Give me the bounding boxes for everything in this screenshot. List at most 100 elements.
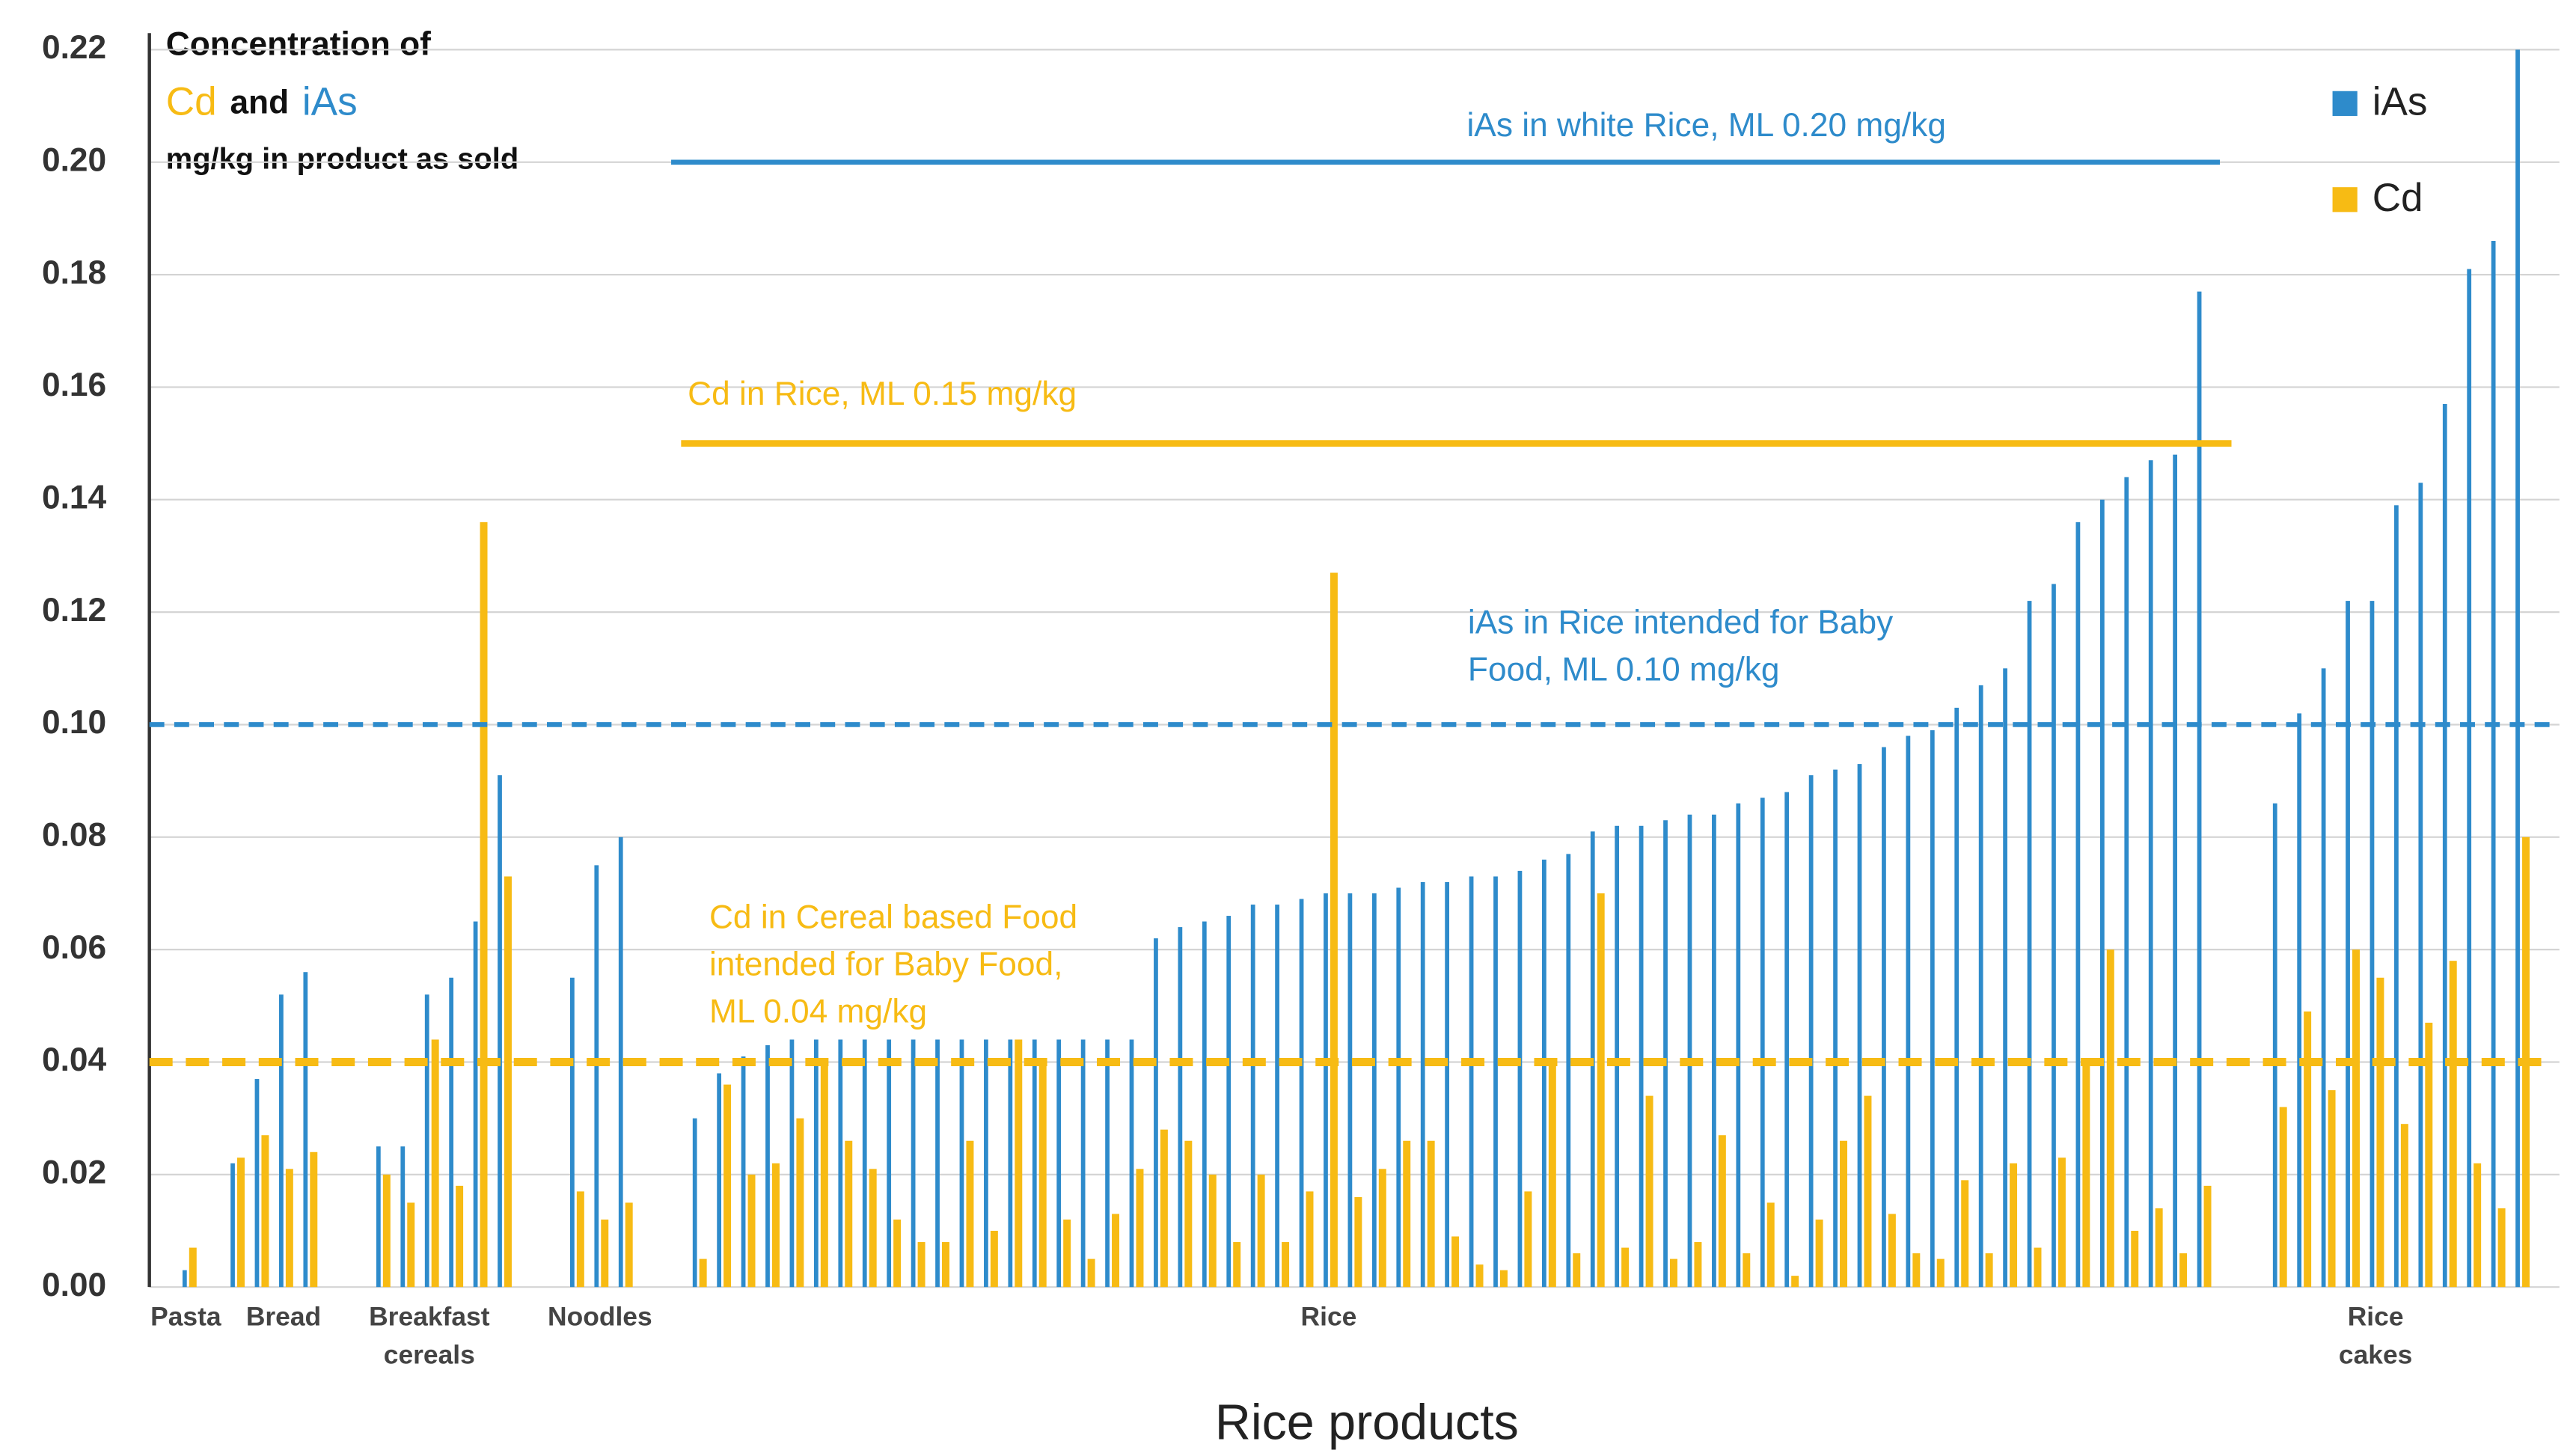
bar xyxy=(1743,1253,1751,1288)
bar xyxy=(1233,1242,1241,1288)
bar xyxy=(1154,938,1158,1288)
bar xyxy=(2148,460,2153,1288)
bar xyxy=(1330,572,1338,1288)
bar xyxy=(1378,1169,1386,1288)
bar xyxy=(959,1039,964,1288)
bar xyxy=(2034,1247,2042,1288)
bar xyxy=(2467,269,2472,1288)
bar xyxy=(261,1135,269,1288)
bar xyxy=(2425,1022,2433,1288)
bar xyxy=(601,1219,609,1288)
bar xyxy=(1760,798,1765,1288)
bar xyxy=(2321,668,2326,1288)
bar xyxy=(1063,1219,1071,1288)
bar xyxy=(2010,1163,2018,1288)
bar xyxy=(1882,747,1886,1288)
chart-title: Cd and iAs xyxy=(166,80,358,124)
bar xyxy=(771,1163,780,1288)
y-tick-label: 0.06 xyxy=(42,929,106,966)
bar xyxy=(2173,454,2178,1288)
bar xyxy=(2442,403,2447,1288)
bar xyxy=(254,1079,260,1288)
bar xyxy=(1930,729,1935,1288)
bar xyxy=(1978,685,1983,1288)
bar xyxy=(456,1185,464,1288)
bar xyxy=(2052,584,2056,1288)
bar xyxy=(2197,291,2202,1288)
bar xyxy=(942,1242,949,1288)
bar xyxy=(1178,927,1183,1288)
group-label: cakes xyxy=(2339,1340,2412,1370)
y-tick-label: 0.08 xyxy=(42,817,106,854)
bar xyxy=(1670,1258,1677,1288)
bar xyxy=(498,775,502,1288)
group-label: Noodles xyxy=(548,1302,652,1332)
y-tick-label: 0.04 xyxy=(42,1041,107,1078)
bar xyxy=(1324,893,1328,1288)
bar xyxy=(1202,921,1207,1288)
bar xyxy=(2058,1157,2066,1288)
bar xyxy=(1112,1214,1120,1288)
bar xyxy=(1615,825,1620,1288)
bar xyxy=(1226,916,1232,1288)
bar xyxy=(717,1073,722,1288)
bar xyxy=(424,994,429,1288)
bar xyxy=(625,1202,633,1288)
bar xyxy=(2297,713,2302,1288)
group-label: Bread xyxy=(246,1302,321,1332)
bar xyxy=(1403,1140,1411,1288)
bar xyxy=(1371,893,1377,1288)
bar xyxy=(1548,1062,1556,1288)
bar xyxy=(576,1191,584,1288)
bar xyxy=(2124,477,2129,1288)
bar xyxy=(1275,905,1279,1288)
y-tick-label: 0.20 xyxy=(42,141,106,178)
bar xyxy=(1250,905,1255,1288)
reference-label: Food, ML 0.10 mg/kg xyxy=(1468,651,1780,688)
y-tick-label: 0.22 xyxy=(42,29,106,66)
bar xyxy=(1621,1247,1630,1288)
bar xyxy=(1354,1196,1362,1288)
bar xyxy=(838,1039,843,1288)
reference-label: Cd in Cereal based Food xyxy=(709,899,1077,935)
bar xyxy=(2352,949,2360,1288)
x-axis-label: Rice products xyxy=(1215,1395,1519,1451)
bar xyxy=(796,1118,804,1288)
bar xyxy=(1639,825,1644,1288)
bar xyxy=(2082,1062,2090,1288)
y-tick-label: 0.18 xyxy=(42,254,106,291)
bar xyxy=(2003,668,2007,1288)
bar xyxy=(189,1247,197,1288)
bar xyxy=(845,1140,853,1288)
bar xyxy=(1420,881,1425,1288)
bar xyxy=(2497,1208,2506,1288)
bar xyxy=(1840,1140,1848,1288)
group-label: Pasta xyxy=(150,1302,221,1332)
bar xyxy=(1541,859,1546,1288)
bar xyxy=(1597,893,1605,1288)
bar xyxy=(2279,1107,2287,1288)
bar xyxy=(1015,1039,1023,1288)
reference-label: Cd in Rice, ML 0.15 mg/kg xyxy=(688,376,1077,412)
bar xyxy=(1864,1095,1872,1288)
bar xyxy=(480,521,488,1288)
bar xyxy=(741,1056,746,1288)
group-label: Breakfast xyxy=(369,1302,490,1332)
bar xyxy=(1833,769,1838,1288)
bar xyxy=(279,994,284,1288)
bar xyxy=(1694,1242,1702,1288)
bar xyxy=(1282,1242,1290,1288)
chart-title: Concentration of xyxy=(166,26,431,63)
bar xyxy=(1566,854,1571,1288)
bar xyxy=(2304,1011,2312,1288)
y-tick-label: 0.00 xyxy=(42,1267,106,1303)
y-tick-label: 0.10 xyxy=(42,704,106,741)
bar xyxy=(699,1258,707,1288)
legend-swatch xyxy=(2332,91,2358,116)
bar xyxy=(2131,1231,2139,1288)
bar xyxy=(2376,977,2384,1288)
bar xyxy=(1954,707,1959,1288)
bar xyxy=(1105,1039,1110,1288)
bar xyxy=(1469,876,1474,1288)
